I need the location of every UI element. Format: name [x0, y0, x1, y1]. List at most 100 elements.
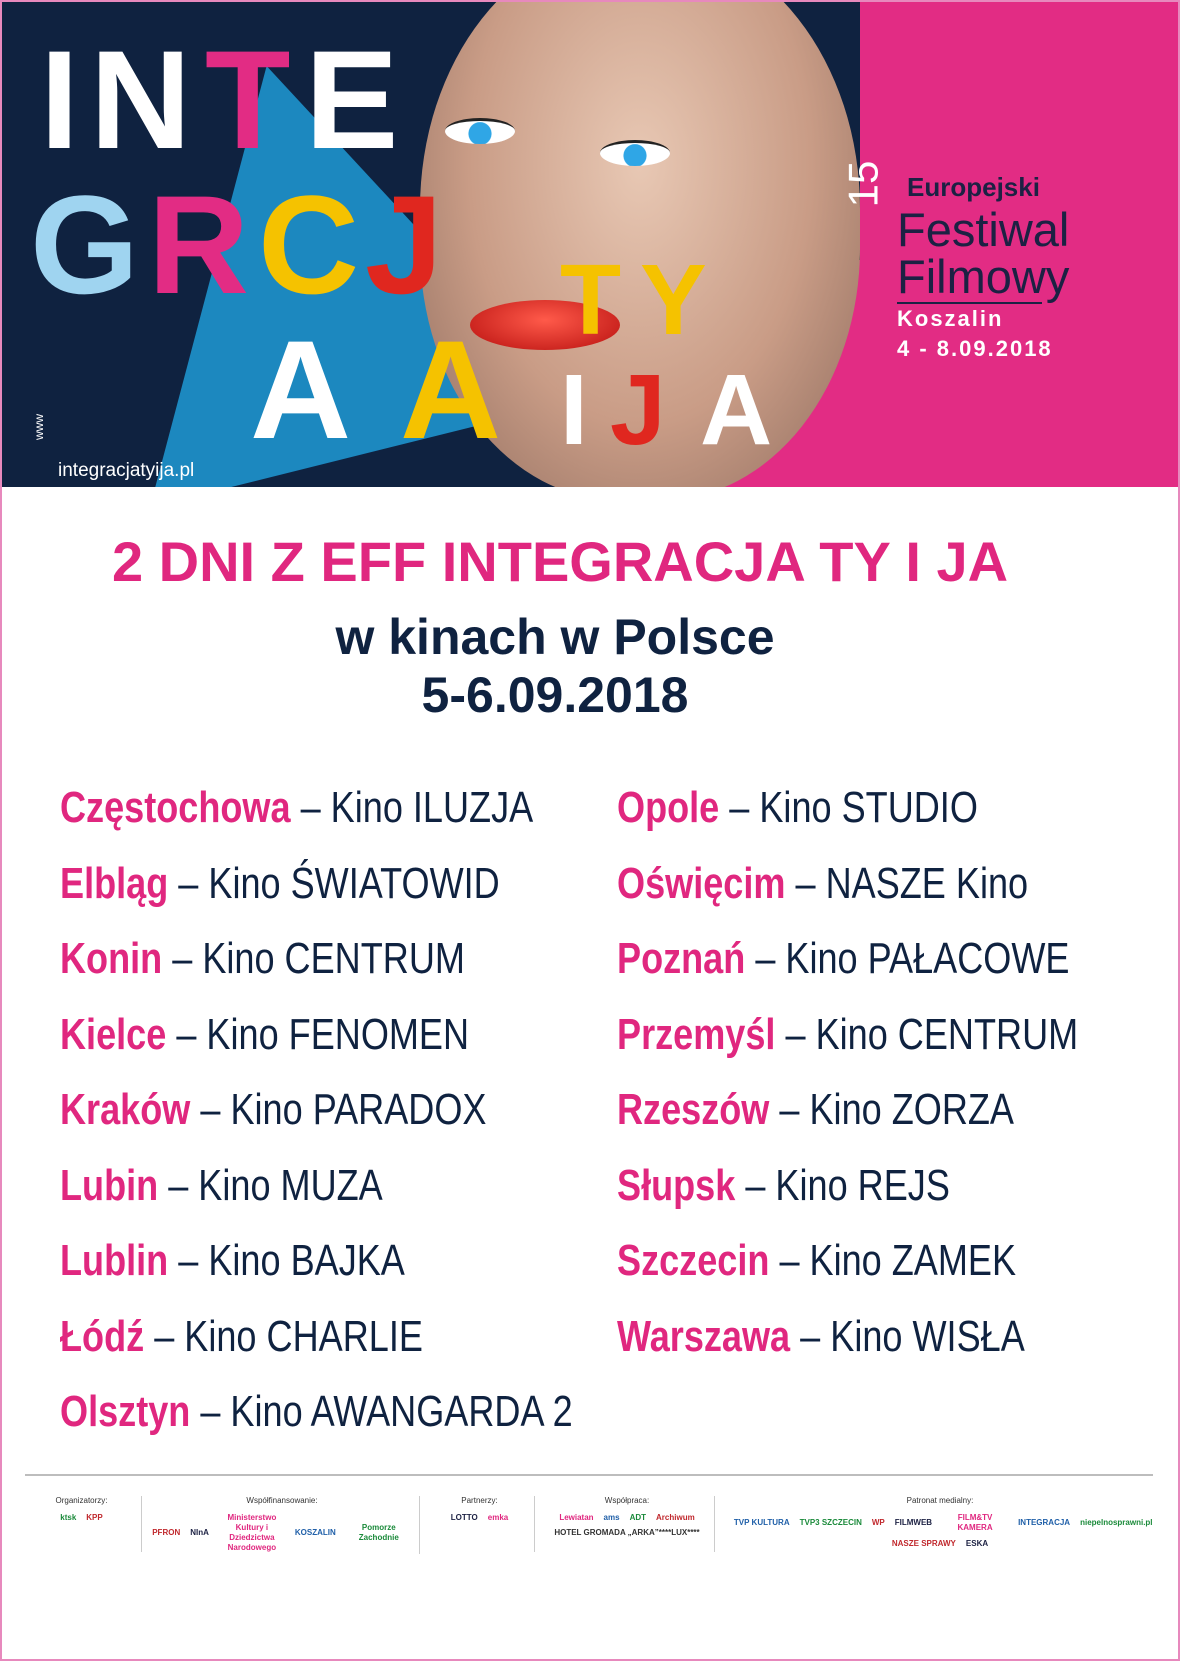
festival-city: Koszalin	[897, 306, 1004, 331]
city-name: Częstochowa	[60, 783, 291, 832]
sponsor-logo: niepelnosprawni.pl	[1080, 1518, 1153, 1527]
cinema-list-item: Konin – Kino CENTRUM	[60, 921, 503, 997]
sponsor-logo: NInA	[190, 1528, 209, 1537]
letter: A	[700, 354, 773, 466]
festival-name-line2: Festiwal	[897, 203, 1070, 256]
letter: A	[250, 311, 352, 468]
sponsor-logo: Ministerstwo Kultury i Dziedzictwa Narod…	[227, 1513, 277, 1552]
cinema-list-right: Opole – Kino STUDIO Oświęcim – NASZE Kino…	[617, 770, 1157, 1374]
cinema-list-item: Elbląg – Kino ŚWIATOWID	[60, 846, 503, 922]
festival-banner: I N T E G R C J A A T Y I J A www integr…	[0, 0, 1180, 487]
cinema-name: – Kino CHARLIE	[144, 1311, 423, 1361]
sponsor-logo: ams	[603, 1513, 620, 1522]
city-name: Konin	[60, 934, 163, 983]
lips	[470, 300, 620, 350]
sponsor-logo: NASZE SPRAWY	[891, 1539, 956, 1548]
cinema-list-item: Szczecin – Kino ZAMEK	[617, 1223, 1060, 1299]
city-name: Lubin	[60, 1160, 159, 1210]
eye-left	[445, 118, 515, 144]
cinema-name: – Kino BAJKA	[168, 1236, 405, 1285]
cinema-name: – Kino PAŁACOWE	[745, 934, 1070, 983]
cinema-list-item: Olsztyn – Kino AWANGARDA 2	[60, 1374, 573, 1450]
city-name: Kielce	[60, 1009, 167, 1059]
letter: E	[305, 21, 399, 178]
cinema-list-item: Warszawa – Kino WISŁA	[617, 1299, 1060, 1375]
letter: N	[90, 21, 192, 178]
divider	[897, 302, 1042, 304]
eye-right	[600, 140, 670, 166]
sponsor-group-label: Partnerzy:	[461, 1496, 498, 1505]
letter: T	[205, 21, 291, 178]
cinema-list-item: Opole – Kino STUDIO	[617, 770, 1060, 846]
cinema-name: – Kino AWANGARDA 2	[190, 1387, 573, 1436]
sponsor-logo: TVP3 SZCZECIN	[799, 1518, 862, 1527]
sponsor-logo: PFRON	[152, 1528, 181, 1537]
poster-subtitle: w kinach w Polsce 5-6.09.2018	[0, 608, 1110, 724]
cinema-name: – Kino PARADOX	[190, 1085, 487, 1134]
city-name: Warszawa	[617, 1311, 791, 1361]
cinema-name: – NASZE Kino	[785, 858, 1029, 908]
sponsor-group-label: Współfinansowanie:	[246, 1496, 318, 1505]
sponsor-group: Współfinansowanie: PFRON NInA Ministerstwo …	[145, 1496, 420, 1554]
city-name: Oświęcim	[617, 858, 786, 908]
festival-edition: 15	[839, 160, 887, 208]
cinema-list-item: Słupsk – Kino REJS	[617, 1148, 1060, 1224]
city-name: Opole	[617, 783, 720, 832]
sponsor-logo: WP	[871, 1518, 885, 1527]
cinema-name: – Kino CENTRUM	[775, 1009, 1079, 1059]
cinema-name: – Kino WISŁA	[790, 1311, 1025, 1361]
cinema-list-item: Częstochowa – Kino ILUZJA	[60, 770, 533, 846]
sponsor-group-label: Organizatorzy:	[55, 1496, 108, 1505]
letter: I	[560, 354, 588, 466]
letter: G	[30, 166, 139, 323]
sponsor-logo: Archiwum	[656, 1513, 695, 1522]
sponsor-logo: FILM&TV KAMERA	[957, 1513, 993, 1532]
event-dates: 5-6.09.2018	[421, 667, 689, 723]
sponsor-group-label: Patronat medialny:	[906, 1496, 974, 1505]
city-name: Szczecin	[617, 1236, 770, 1285]
face-illustration	[420, 0, 860, 487]
sponsor-logo: Pomorze Zachodnie	[358, 1523, 399, 1542]
pink-panel	[860, 0, 1180, 487]
city-name: Elbląg	[60, 858, 169, 908]
city-name: Kraków	[60, 1085, 191, 1134]
festival-name-line1: Europejski	[907, 172, 1040, 202]
cinema-name: – Kino STUDIO	[719, 783, 978, 832]
cinema-name: – Kino CENTRUM	[162, 934, 465, 983]
cinema-list-item: Lubin – Kino MUZA	[60, 1148, 503, 1224]
sponsor-logo: Lewiatan	[559, 1513, 594, 1522]
cinema-name: – Kino ZORZA	[769, 1085, 1014, 1134]
letter: J	[365, 166, 443, 323]
subtitle: w kinach w Polsce	[335, 609, 775, 665]
city-name: Słupsk	[617, 1160, 736, 1210]
letter: J	[610, 354, 666, 466]
cinema-name: – Kino ŚWIATOWID	[168, 858, 500, 908]
sponsor-group-label: Współpraca:	[604, 1496, 650, 1505]
letter: Y	[640, 244, 707, 356]
letter: T	[560, 244, 622, 356]
letter: I	[40, 21, 79, 178]
city-name: Rzeszów	[617, 1085, 770, 1134]
city-name: Poznań	[617, 934, 746, 983]
sponsor-logo: ADT	[629, 1513, 647, 1522]
sponsor-logo: ESKA	[965, 1539, 989, 1548]
cinema-list-item: Przemyśl – Kino CENTRUM	[617, 997, 1078, 1073]
sponsor-logo: emka	[487, 1513, 509, 1522]
cinema-list-item: Lublin – Kino BAJKA	[60, 1223, 503, 1299]
sponsor-logo: FILMWEB	[894, 1518, 933, 1527]
cinema-list-item: Poznań – Kino PAŁACOWE	[617, 921, 1069, 997]
sponsor-logo: ktsk	[60, 1513, 77, 1522]
cinema-list-item: Oświęcim – NASZE Kino	[617, 846, 1060, 922]
website-link[interactable]: integracjatyija.pl	[58, 460, 195, 481]
sponsor-logo: INTEGRACJA	[1018, 1518, 1071, 1527]
footer-divider	[25, 1474, 1153, 1476]
hotel-sponsor: HOTEL GROMADA „ARKA”****LUX****	[554, 1528, 700, 1537]
cinema-list-item: Kraków – Kino PARADOX	[60, 1072, 503, 1148]
sponsor-logo: LOTTO	[450, 1513, 478, 1522]
sponsor-logo: KOSZALIN	[294, 1528, 336, 1537]
city-name: Przemyśl	[617, 1009, 776, 1059]
url-prefix: www	[32, 414, 46, 440]
sponsor-logo: TVP KULTURA	[733, 1518, 790, 1527]
festival-dates: 4 - 8.09.2018	[897, 336, 1053, 361]
cinema-name: – Kino MUZA	[158, 1160, 383, 1210]
